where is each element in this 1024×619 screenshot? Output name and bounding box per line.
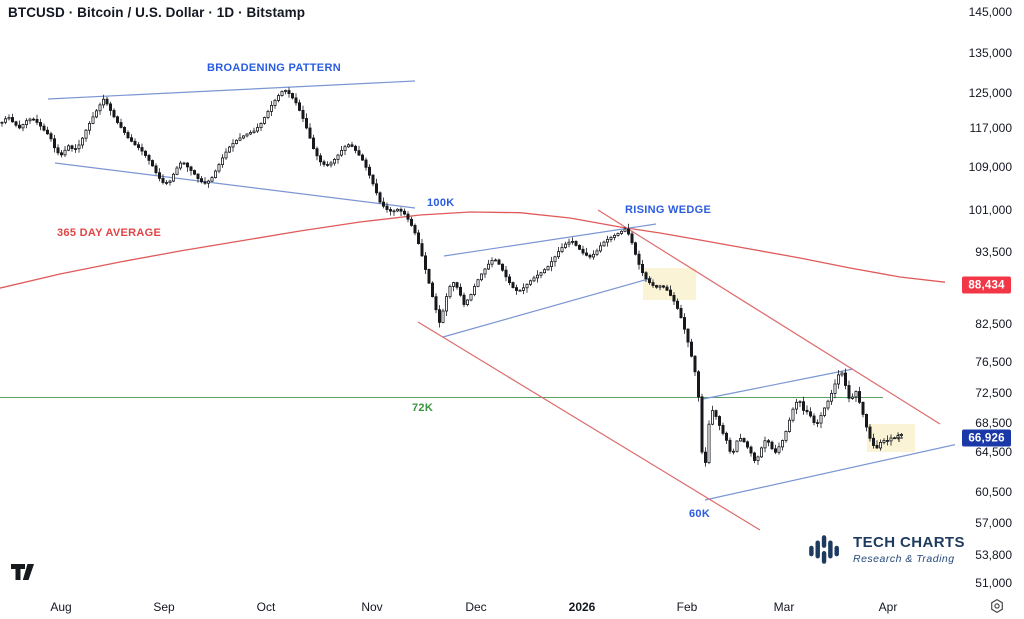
time-tick: 2026 (568, 600, 596, 614)
chart-canvas[interactable] (0, 0, 955, 592)
last-price-badge: 66,926 (962, 429, 1011, 447)
price-tick: 93,500 (975, 245, 1012, 259)
channel-lower-line (704, 444, 955, 501)
downtrend-upper-line (597, 209, 941, 425)
price-tick: 145,000 (968, 5, 1012, 19)
broadening-upper-line (47, 80, 416, 100)
techcharts-logo-icon (809, 535, 839, 564)
price-tick: 68,500 (975, 416, 1012, 430)
last-price-marker (895, 434, 903, 442)
tradingview-logo[interactable] (10, 563, 38, 581)
price-tick: 64,500 (975, 445, 1012, 459)
price-tick: 51,000 (975, 576, 1012, 590)
time-tick: Feb (676, 600, 698, 614)
time-tick: Sep (153, 600, 175, 614)
price-tick: 109,000 (968, 160, 1012, 174)
candles (0, 87, 904, 467)
time-axis[interactable]: Aug Sep Oct Nov Dec 2026 Feb Mar Apr (0, 592, 955, 619)
downtrend-lower-line (417, 321, 761, 531)
price-tick: 53,800 (975, 548, 1012, 562)
price-axis[interactable]: 88,434 66,926 145,000 135,000 125,000 117,0… (955, 0, 1024, 592)
wedge-lower-line (442, 277, 653, 338)
symbol-title: BTCUSD · Bitcoin / U.S. Dollar · 1D · Bi… (8, 5, 306, 20)
time-tick: Apr (878, 600, 898, 614)
price-tick: 117,000 (969, 121, 1013, 135)
broadening-lower-line (54, 162, 416, 209)
techcharts-watermark: TECH CHARTS Research & Trading (806, 531, 965, 569)
time-tick: Aug (50, 600, 72, 614)
wedge-upper-line (443, 223, 657, 257)
price-tick: 72,500 (975, 386, 1012, 400)
ma-365-line (0, 211, 946, 289)
channel-upper-line (702, 368, 854, 400)
price-tick: 101,000 (968, 203, 1012, 217)
techcharts-brand: TECH CHARTS (853, 533, 965, 551)
techcharts-tagline: Research & Trading (853, 553, 955, 566)
gear-icon[interactable] (989, 598, 1005, 614)
price-tick: 76,500 (975, 355, 1012, 369)
price-tick: 57,000 (975, 516, 1012, 530)
price-tick: 125,000 (968, 86, 1012, 100)
time-tick: Dec (465, 600, 487, 614)
price-tick: 82,500 (975, 317, 1012, 331)
time-tick: Nov (361, 600, 383, 614)
ma-value-badge: 88,434 (962, 276, 1011, 294)
price-tick: 60,500 (975, 485, 1012, 499)
time-tick: Oct (256, 600, 276, 614)
price-tick: 135,000 (968, 46, 1012, 60)
time-tick: Mar (773, 600, 795, 614)
